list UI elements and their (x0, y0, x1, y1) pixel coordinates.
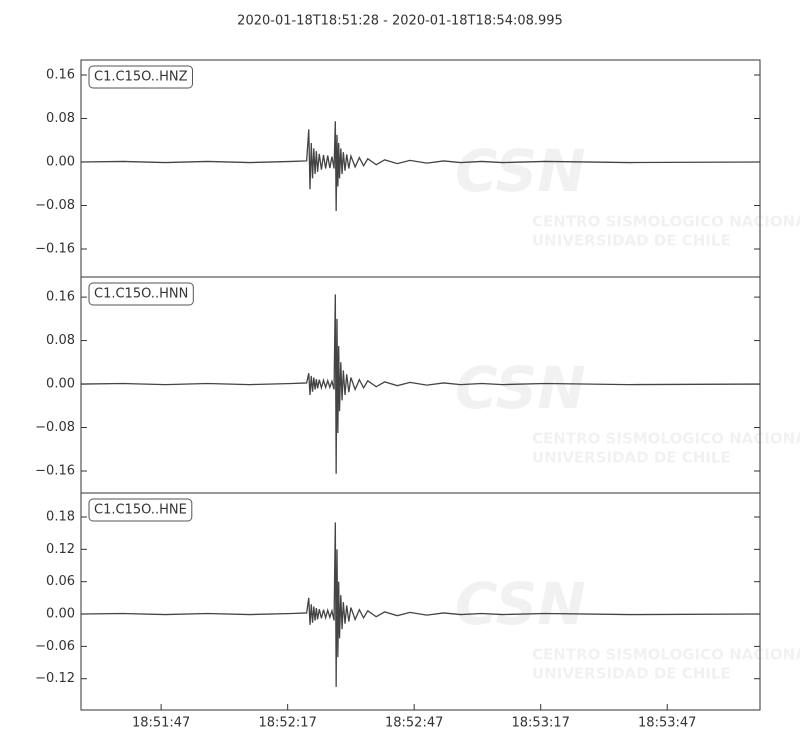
x-tick-label: 18:52:47 (385, 716, 443, 731)
y-tick-label: 0.08 (46, 111, 75, 126)
watermark: CSN CENTRO SISMOLOGICO NACIONALUNIVERSIDA… (455, 137, 800, 249)
watermark: CSN CENTRO SISMOLOGICO NACIONALUNIVERSIDA… (455, 570, 800, 682)
legend-label: C1.C15O..HNZ (94, 70, 188, 85)
y-tick-label: 0.08 (46, 333, 75, 348)
y-tick-label: 0.00 (46, 155, 75, 170)
legend-label: C1.C15O..HNN (94, 287, 188, 302)
watermark-logo: CSN (455, 570, 586, 638)
watermark-subtext: UNIVERSIDAD DE CHILE (532, 449, 731, 467)
legend-box (88, 498, 193, 522)
waveform (80, 522, 761, 687)
x-tick-label: 18:51:47 (132, 716, 190, 731)
legend-box (88, 282, 194, 306)
y-tick-label: −0.06 (35, 639, 75, 654)
waveform (80, 121, 761, 211)
x-tick-label: 18:53:47 (638, 716, 696, 731)
legend: C1.C15O..HNN (88, 282, 194, 306)
y-tick-label: −0.16 (35, 463, 75, 478)
watermark-text: CENTRO SISMOLOGICO NACIONAL (532, 646, 800, 664)
watermark-text: CENTRO SISMOLOGICO NACIONAL (532, 430, 800, 448)
x-tick-label: 18:52:17 (258, 716, 316, 731)
watermark-logo: CSN (455, 137, 586, 205)
y-tick-label: 0.16 (46, 68, 75, 83)
legend-label: C1.C15O..HNE (94, 503, 187, 518)
y-tick-label: −0.08 (35, 420, 75, 435)
watermark-logo: CSN (455, 354, 586, 422)
y-tick-label: −0.16 (35, 241, 75, 256)
watermark: CSN CENTRO SISMOLOGICO NACIONALUNIVERSIDA… (455, 354, 800, 466)
plot-frame (80, 492, 761, 711)
x-tick-label: 18:53:17 (512, 716, 570, 731)
y-tick-label: 0.00 (46, 607, 75, 622)
figure-title: 2020-01-18T18:51:28 - 2020-01-18T18:54:0… (237, 14, 563, 29)
y-tick-label: −0.12 (35, 671, 75, 686)
watermark-text: CENTRO SISMOLOGICO NACIONAL (532, 213, 800, 231)
legend-box (88, 65, 193, 89)
legend: C1.C15O..HNE (88, 498, 193, 522)
y-tick-label: 0.18 (46, 509, 75, 524)
legend: C1.C15O..HNZ (88, 65, 193, 89)
waveform (80, 294, 761, 474)
y-tick-label: 0.16 (46, 290, 75, 305)
watermark-subtext: UNIVERSIDAD DE CHILE (532, 665, 731, 683)
y-tick-label: −0.08 (35, 198, 75, 213)
y-tick-label: 0.12 (46, 542, 75, 557)
y-tick-label: 0.06 (46, 574, 75, 589)
y-tick-label: 0.00 (46, 377, 75, 392)
watermark-subtext: UNIVERSIDAD DE CHILE (532, 232, 731, 250)
